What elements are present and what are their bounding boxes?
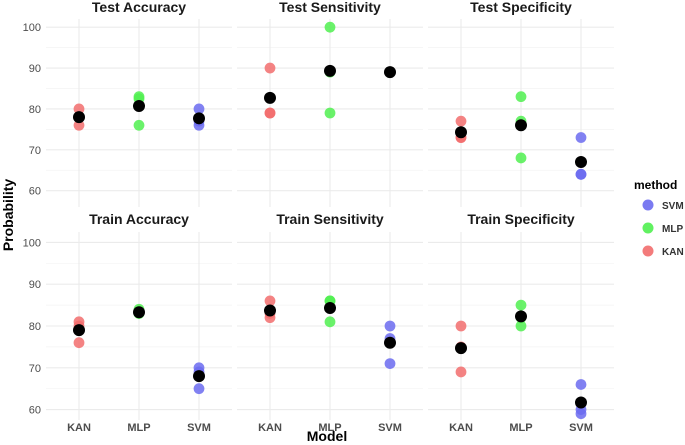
panel-title: Test Accuracy xyxy=(92,0,186,15)
data-point-kan xyxy=(264,62,276,74)
y-tick-label: 90 xyxy=(29,63,41,75)
x-tick-label: KAN xyxy=(67,422,91,434)
panel-title: Train Accuracy xyxy=(89,211,189,227)
x-tick-label: SVM xyxy=(187,422,211,434)
panel-train-accuracy: Train Accuracy xyxy=(46,211,232,420)
data-point-svm xyxy=(193,103,205,115)
mean-point-kan xyxy=(73,111,85,124)
data-point-svm xyxy=(384,320,396,332)
data-point-kan xyxy=(455,115,467,127)
data-point-kan xyxy=(73,337,85,349)
x-tick-label: MLP xyxy=(127,422,150,434)
y-tick-label: 100 xyxy=(23,237,41,249)
data-point-mlp xyxy=(324,21,336,33)
data-point-kan xyxy=(455,366,467,378)
data-point-svm xyxy=(575,408,587,420)
y-tick-label: 70 xyxy=(29,363,41,375)
x-tick-label: MLP xyxy=(509,422,532,434)
panel-title: Test Sensitivity xyxy=(279,0,381,15)
legend-title: method xyxy=(634,178,677,192)
mean-point-mlp xyxy=(515,310,527,323)
data-point-kan xyxy=(455,320,467,332)
data-point-mlp xyxy=(324,316,336,328)
panel-title: Train Sensitivity xyxy=(276,211,384,227)
mean-point-mlp xyxy=(133,100,145,113)
y-tick-labels: 60 70 80 90 100 60 70 80 90 100 xyxy=(23,22,41,416)
data-point-kan xyxy=(264,107,276,119)
x-tick-label: KAN xyxy=(449,422,473,434)
mean-point-kan xyxy=(73,324,85,337)
y-tick-label: 80 xyxy=(29,321,41,333)
data-point-kan xyxy=(264,295,276,307)
data-point-mlp xyxy=(515,299,527,311)
data-point-mlp xyxy=(133,119,145,131)
data-point-svm xyxy=(384,358,396,369)
y-tick-label: 90 xyxy=(29,279,41,291)
data-point-mlp xyxy=(515,91,527,103)
y-axis-title: Probability xyxy=(0,179,16,252)
panel-title: Test Specificity xyxy=(470,0,572,15)
x-tick-label: KAN xyxy=(258,422,282,434)
mean-point-svm xyxy=(384,336,396,349)
mean-point-svm xyxy=(575,156,587,169)
legend-label: SVM xyxy=(662,201,684,212)
data-point-svm xyxy=(575,379,587,390)
legend-key xyxy=(642,199,654,211)
data-point-mlp xyxy=(324,107,336,119)
mean-point-svm xyxy=(384,66,396,79)
mean-point-kan xyxy=(264,304,276,317)
legend: method SVM MLP KAN xyxy=(634,178,684,258)
y-tick-label: 100 xyxy=(23,22,41,34)
data-point-kan xyxy=(73,119,85,131)
mean-point-mlp xyxy=(515,119,527,132)
mean-point-kan xyxy=(264,91,276,104)
legend-item-kan: KAN xyxy=(642,245,684,258)
data-point-mlp xyxy=(515,152,527,164)
panel-test-sensitivity: Test Sensitivity xyxy=(237,0,423,207)
panel-test-accuracy: Test Accuracy xyxy=(46,0,232,207)
mean-point-mlp xyxy=(324,302,336,315)
panels-layer: Test Accuracy Test Sensitivity Test Specif… xyxy=(46,0,614,420)
panel-test-specificity: Test Specificity xyxy=(428,0,614,207)
data-point-svm xyxy=(193,383,205,395)
y-tick-label: 60 xyxy=(29,186,41,198)
panel-train-specificity: Train Specificity xyxy=(428,211,614,420)
x-tick-labels: KAN MLP SVM KAN MLP SVM KAN MLP SVM xyxy=(67,422,593,434)
y-tick-label: 60 xyxy=(29,405,41,417)
mean-point-svm xyxy=(193,370,205,383)
mean-point-kan xyxy=(455,342,467,355)
data-point-kan xyxy=(73,103,85,115)
x-tick-label: SVM xyxy=(569,422,593,434)
panel-title: Train Specificity xyxy=(467,211,575,227)
legend-item-svm: SVM xyxy=(642,199,684,212)
mean-point-svm xyxy=(193,112,205,125)
y-tick-label: 80 xyxy=(29,104,41,116)
data-point-svm xyxy=(575,132,587,143)
legend-key xyxy=(642,222,654,234)
x-tick-label: SVM xyxy=(378,422,402,434)
x-tick-label: MLP xyxy=(318,422,341,434)
data-point-mlp xyxy=(515,320,527,332)
mean-point-svm xyxy=(575,396,587,409)
data-point-svm xyxy=(575,168,587,180)
mean-point-mlp xyxy=(133,306,145,319)
legend-label: MLP xyxy=(662,224,683,235)
y-tick-label: 70 xyxy=(29,145,41,157)
legend-label: KAN xyxy=(662,247,684,258)
panel-train-sensitivity: Train Sensitivity xyxy=(237,211,423,420)
legend-key xyxy=(642,245,654,257)
mean-point-kan xyxy=(455,126,467,139)
mean-point-mlp xyxy=(324,64,336,77)
x-axis-title: Model xyxy=(307,428,347,444)
legend-item-mlp: MLP xyxy=(642,222,683,235)
